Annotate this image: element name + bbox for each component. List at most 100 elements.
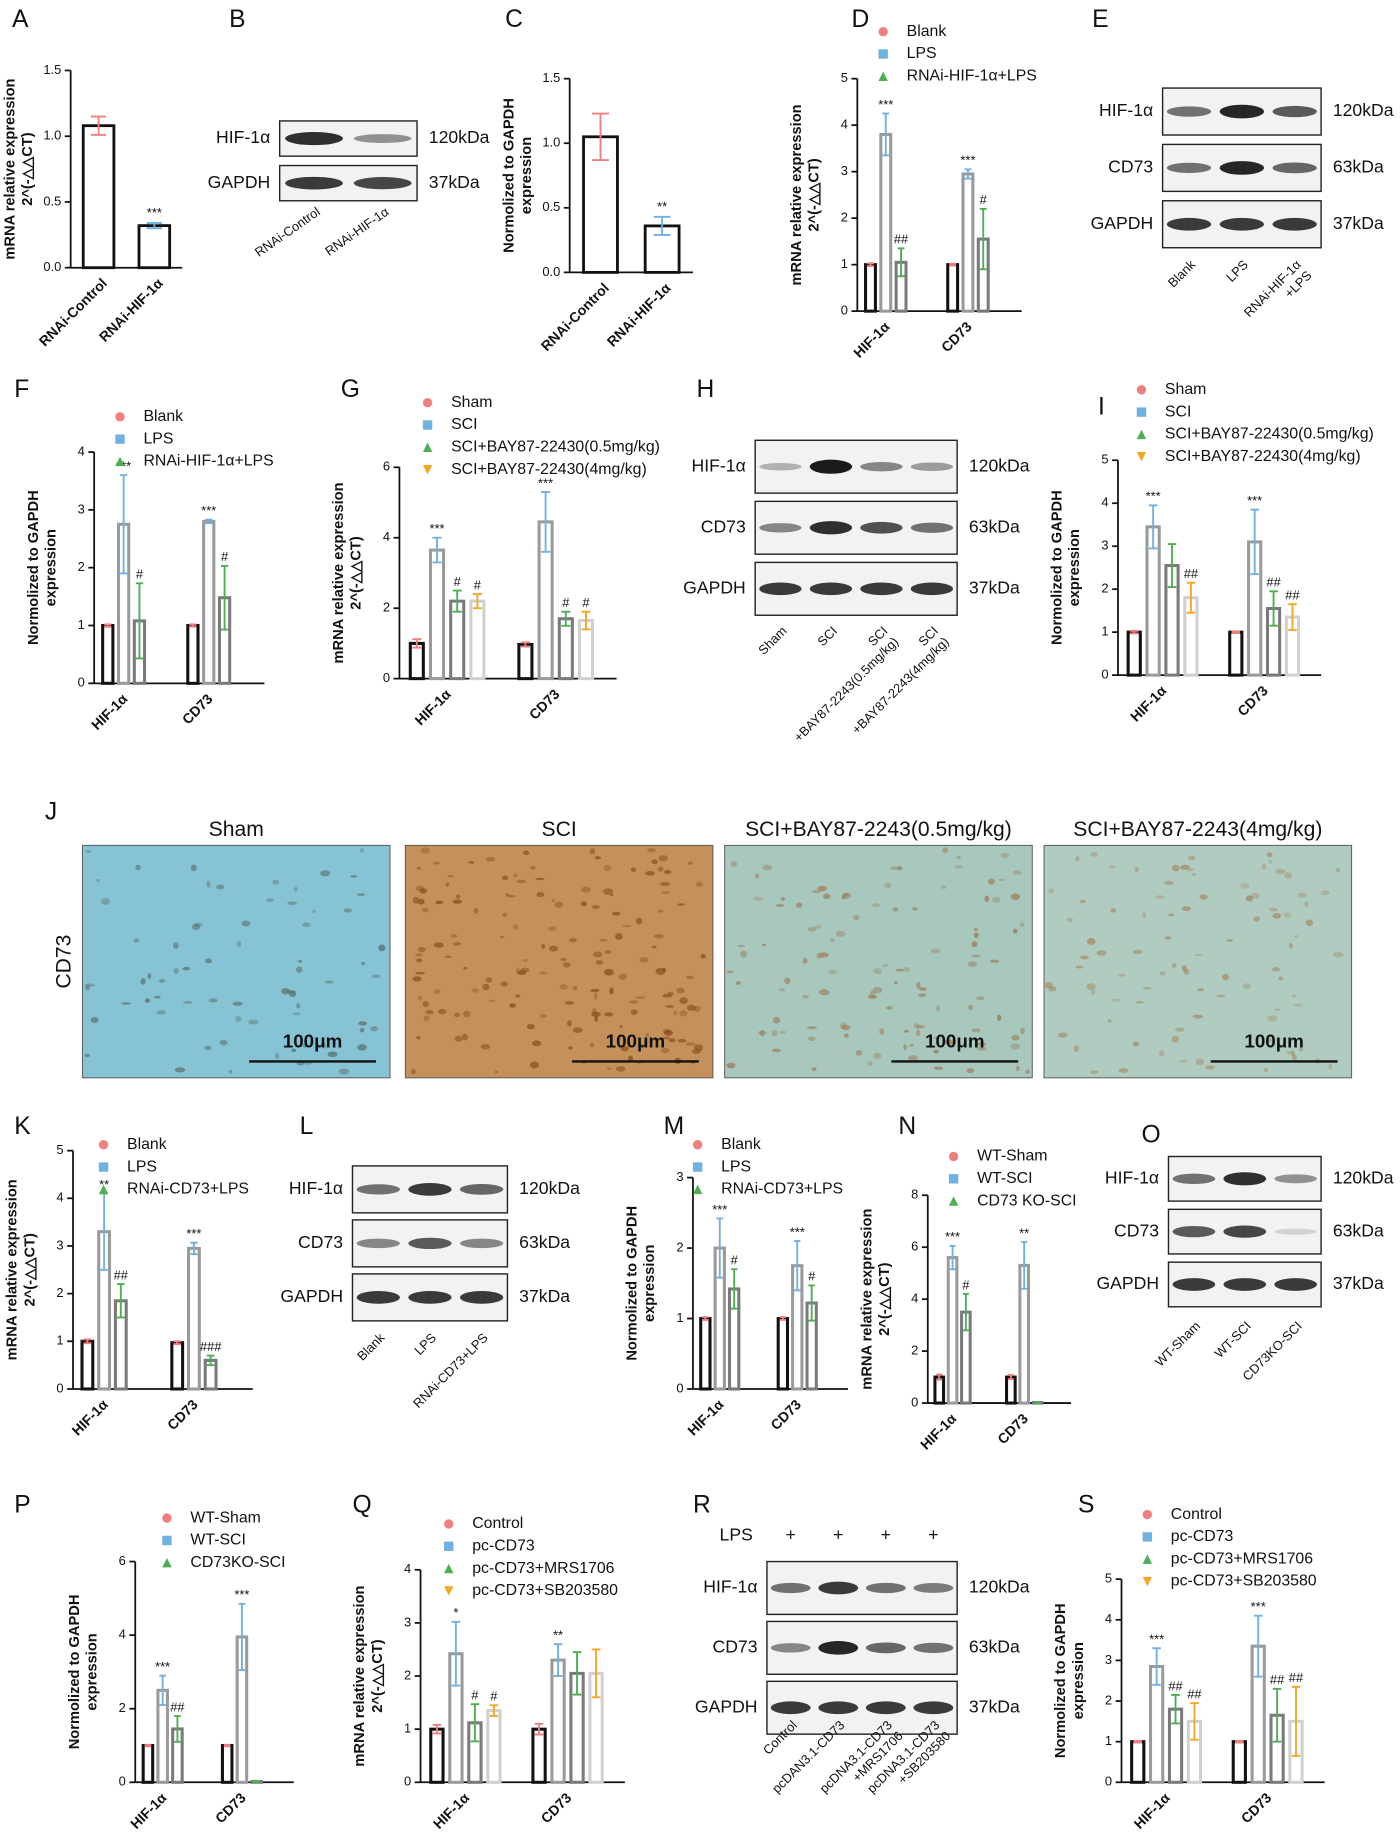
ihc-texture	[567, 1020, 572, 1027]
y-tick-label: 2	[404, 1667, 411, 1682]
blot-band	[1219, 161, 1265, 175]
legend-marker	[878, 27, 888, 37]
ihc-texture	[1240, 882, 1250, 889]
ihc-texture	[433, 942, 444, 948]
y-tick-label: 0	[119, 1774, 126, 1789]
ihc-texture	[532, 1040, 542, 1047]
significance-label: ***	[1149, 1632, 1164, 1647]
legend-label: Control	[472, 1515, 523, 1532]
panel-letter: I	[1098, 393, 1105, 420]
ihc-texture	[548, 945, 558, 952]
error-bar	[1171, 1694, 1180, 1725]
ihc-texture	[454, 1035, 463, 1042]
ihc-texture	[595, 960, 604, 965]
error-bar	[174, 1715, 181, 1743]
error-bar	[794, 1240, 801, 1292]
panel-letter: H	[696, 376, 714, 403]
significance-label: ***	[945, 1229, 960, 1244]
y-tick-label: 1	[841, 256, 848, 271]
x-tick-label: CD73	[538, 1789, 575, 1826]
ihc-texture	[523, 959, 528, 962]
ihc-texture	[463, 1010, 471, 1018]
significance-label: ***	[960, 153, 975, 168]
x-tick-label: CD73	[767, 1396, 804, 1433]
ihc-texture	[84, 983, 96, 987]
ihc-texture	[802, 957, 808, 964]
ihc-texture	[232, 1001, 243, 1006]
panel-letter: O	[1141, 1121, 1160, 1148]
ihc-texture	[976, 1042, 987, 1047]
ihc-texture	[1293, 1003, 1303, 1007]
ihc-texture	[1159, 971, 1166, 976]
legend-label: Sham	[1165, 381, 1206, 398]
blot-band	[759, 462, 802, 471]
ihc-texture	[1283, 912, 1292, 918]
error-bar	[489, 1704, 499, 1717]
ihc-texture	[1010, 1043, 1021, 1050]
y-tick-label: 2	[56, 1285, 63, 1300]
ihc-texture	[855, 1050, 863, 1056]
legend-label: WT-SCI	[190, 1532, 245, 1549]
blot-band	[1223, 1172, 1267, 1186]
legend-label: pc-CD73	[1171, 1528, 1234, 1545]
blot-band	[1274, 1228, 1318, 1235]
ihc-texture	[1132, 949, 1143, 955]
y-tick-label: 0.5	[542, 199, 560, 214]
blot-band	[1272, 217, 1317, 231]
ihc-texture	[228, 1069, 233, 1074]
ihc-texture	[324, 980, 334, 984]
ihc-texture	[885, 1006, 894, 1010]
legend-marker	[422, 398, 433, 408]
ihc-texture	[350, 875, 358, 878]
y-tick-label: 0	[78, 675, 85, 690]
bar	[1005, 1375, 1017, 1405]
ihc-texture	[517, 970, 527, 975]
error-bar	[472, 593, 482, 610]
y-tick-label: 1	[404, 1721, 411, 1736]
error-bar	[1133, 1739, 1143, 1744]
ihc-texture	[159, 979, 166, 983]
ihc-texture	[435, 900, 444, 905]
treatment-mark: +	[786, 1524, 796, 1544]
ihc-texture	[288, 990, 297, 997]
ihc-texture	[651, 859, 658, 865]
blot-row-label: HIF-1α	[216, 127, 270, 147]
significance-label: ***	[147, 205, 162, 220]
ihc-texture	[1134, 866, 1139, 873]
ihc-texture	[903, 966, 911, 972]
image-title: SCI+BAY87-2243(4mg/kg)	[1073, 818, 1322, 841]
ihc-texture	[686, 1004, 696, 1011]
significance-label: ##	[1184, 566, 1199, 581]
y-axis-label: mRNA relative expression	[331, 482, 347, 663]
y-tick-label: 0.5	[43, 193, 61, 208]
error-bar	[83, 1338, 92, 1345]
ihc-texture	[356, 893, 366, 897]
blot-band	[818, 1701, 859, 1715]
ihc-texture	[658, 855, 668, 862]
significance-label: ***	[429, 521, 444, 536]
image-title: Sham	[209, 818, 264, 841]
ihc-texture	[778, 988, 786, 992]
ihc-texture	[1288, 942, 1293, 949]
ihc-texture	[594, 1015, 599, 1022]
x-tick-label: CD73	[526, 686, 563, 723]
ihc-texture	[615, 1066, 626, 1072]
ihc-texture	[687, 861, 694, 865]
ihc-texture	[618, 973, 627, 980]
bar	[170, 1341, 185, 1391]
ihc-texture	[241, 920, 251, 927]
significance-label: ***	[1247, 493, 1262, 508]
ihc-texture	[1242, 983, 1252, 990]
ihc-texture	[930, 948, 941, 954]
bar	[137, 224, 172, 270]
ihc-texture	[1274, 1008, 1281, 1012]
ihc-texture	[780, 896, 786, 901]
blot-size-label: 120kDa	[969, 455, 1030, 475]
significance-label: #	[562, 595, 570, 610]
ihc-texture	[801, 994, 809, 999]
bar	[933, 1375, 946, 1405]
y-tick-label: 5	[1101, 452, 1108, 467]
ihc-texture	[378, 944, 386, 952]
ihc-texture	[1291, 994, 1297, 998]
ihc-texture	[593, 951, 603, 958]
